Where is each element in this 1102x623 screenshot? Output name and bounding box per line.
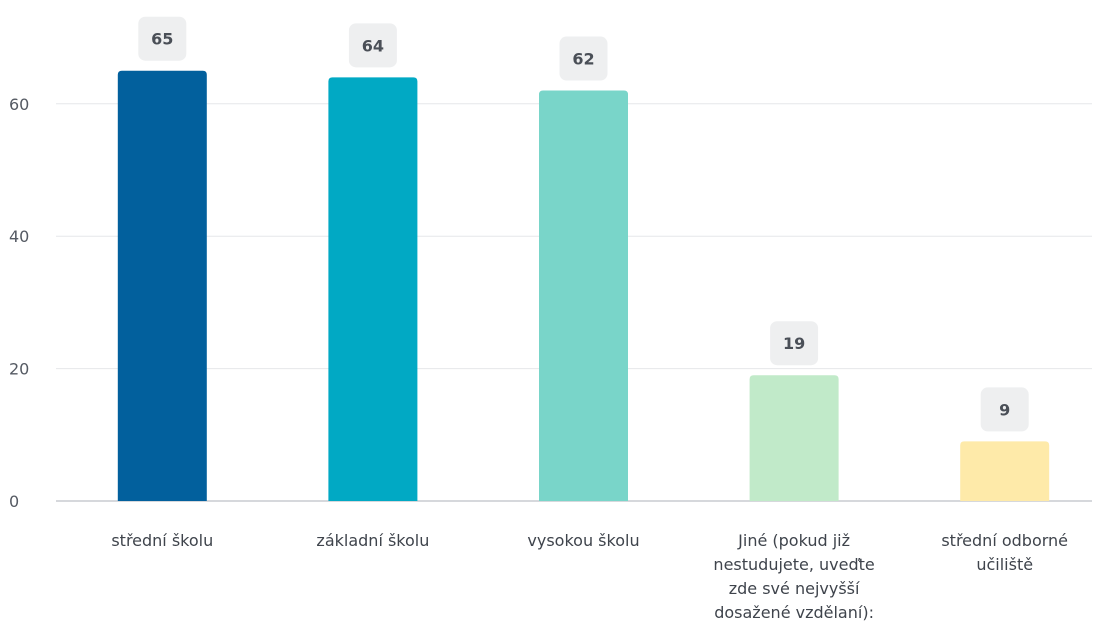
category-label-line: vysokou školu xyxy=(527,531,639,550)
category-label-line: zde své nejvyšší xyxy=(729,579,860,598)
bar xyxy=(960,441,1050,501)
y-tick-label: 20 xyxy=(9,360,29,379)
data-label: 62 xyxy=(572,50,594,69)
y-axis-tick-labels: 0 20 40 60 xyxy=(9,95,29,511)
category-label-line: střední odborné xyxy=(941,531,1068,550)
category-label: vysokou školu xyxy=(527,531,639,550)
data-label-box xyxy=(980,387,1029,432)
y-tick-label: 40 xyxy=(9,227,29,246)
x-axis-category-labels: střední školu základní školu vysokou školu… xyxy=(111,531,1068,622)
data-label-box xyxy=(138,16,187,61)
category-label: střední odborné učiliště xyxy=(941,531,1068,574)
category-label-line: základní školu xyxy=(316,531,429,550)
category-label-line: Jiné (pokud již xyxy=(737,531,850,550)
bar xyxy=(539,90,628,501)
bars xyxy=(117,70,1050,501)
category-label-line: střední školu xyxy=(111,531,213,550)
category-label: Jiné (pokud již nestudujete, uveďte zde sv… xyxy=(713,531,874,622)
data-label: 64 xyxy=(362,36,384,55)
category-label: střední školu xyxy=(111,531,213,550)
bar xyxy=(749,375,839,501)
data-label-box xyxy=(559,36,608,81)
bar xyxy=(117,70,207,501)
y-tick-label: 60 xyxy=(9,95,29,114)
category-label-line: nestudujete, uveďte xyxy=(713,555,874,574)
category-label-line: dosažené vzdělaní): xyxy=(714,603,874,622)
category-label: základní školu xyxy=(316,531,429,550)
data-label-box xyxy=(348,23,397,68)
data-label: 19 xyxy=(783,334,805,353)
data-labels: 65 64 62 19 9 xyxy=(138,16,1029,432)
category-label-line: učiliště xyxy=(976,555,1033,574)
data-label-box xyxy=(770,321,819,366)
bar xyxy=(328,77,418,501)
y-tick-label: 0 xyxy=(9,492,19,511)
data-label: 9 xyxy=(999,400,1010,419)
data-label: 65 xyxy=(151,30,173,49)
